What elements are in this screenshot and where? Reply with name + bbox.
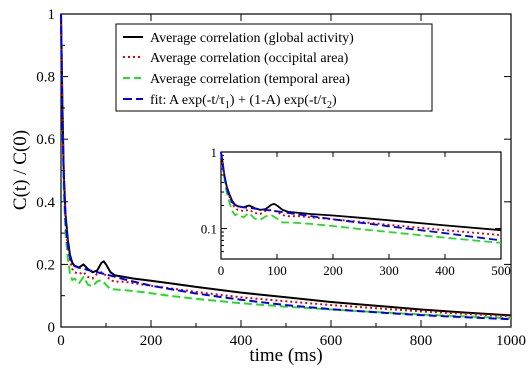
legend-box [115, 23, 433, 112]
legend-label-temporal: Average correlation (temporal area) [150, 72, 350, 87]
fit-label-part-1: fit: A exp(-t/τ [150, 93, 225, 108]
x-axis-label: time (ms) [249, 345, 322, 366]
inset-x-tick-label: 0 [218, 263, 225, 278]
legend-label-fit: fit: A exp(-t/τ1) + (1-A) exp(-t/τ2) [150, 93, 337, 111]
series-line-0 [60, 13, 512, 317]
fit-label-sub-1: 1 [225, 100, 230, 111]
x-tick-label: 1000 [496, 333, 526, 349]
y-axis-label: C(t) / C(0) [10, 130, 31, 210]
inset-x-tick-label: 300 [379, 263, 399, 278]
y-tick-label: 0.4 [36, 195, 55, 211]
inset-x-tick-label: 500 [491, 263, 511, 278]
y-tick-label: 0.6 [36, 132, 55, 148]
inset-series-line-2 [220, 151, 502, 244]
fit-label-part-2: ) + (1-A) exp(-t/τ [230, 93, 327, 108]
y-tick-label: 1 [48, 7, 56, 23]
legend-entry-fit: fit: A exp(-t/τ1) + (1-A) exp(-t/τ2) [123, 93, 337, 111]
x-tick-label: 400 [230, 333, 253, 349]
y-tick-label: 0.2 [36, 257, 55, 273]
y-tick-label: 0 [48, 320, 56, 336]
inset-x-tick-label: 100 [267, 263, 287, 278]
x-tick-label: 600 [320, 333, 343, 349]
inset-plot-area [220, 151, 502, 260]
fit-label-sub-2: 2 [327, 100, 332, 111]
legend-entry-global: Average correlation (global activity) [123, 31, 354, 46]
series-line-3 [60, 13, 512, 321]
series-line-2 [60, 13, 512, 320]
inset-x-tick-label: 200 [323, 263, 343, 278]
legend-label-occipital: Average correlation (occipital area) [150, 51, 349, 66]
inset-y-tick-label: 1 [211, 145, 218, 160]
inset-x-tick-label: 400 [435, 263, 455, 278]
inset-series-line-3 [220, 151, 502, 242]
series-line-1 [60, 13, 512, 318]
x-tick-label: 0 [57, 333, 65, 349]
inset-y-tick-label: 0.1 [201, 222, 217, 237]
x-tick-label: 800 [410, 333, 433, 349]
legend-label-global: Average correlation (global activity) [150, 31, 354, 46]
x-tick-label: 200 [140, 333, 163, 349]
y-tick-label: 0.8 [36, 70, 55, 86]
legend-entry-temporal: Average correlation (temporal area) [123, 72, 350, 87]
fit-label-part-3: ) [332, 93, 337, 108]
legend-entry-occipital: Average correlation (occipital area) [123, 51, 349, 66]
